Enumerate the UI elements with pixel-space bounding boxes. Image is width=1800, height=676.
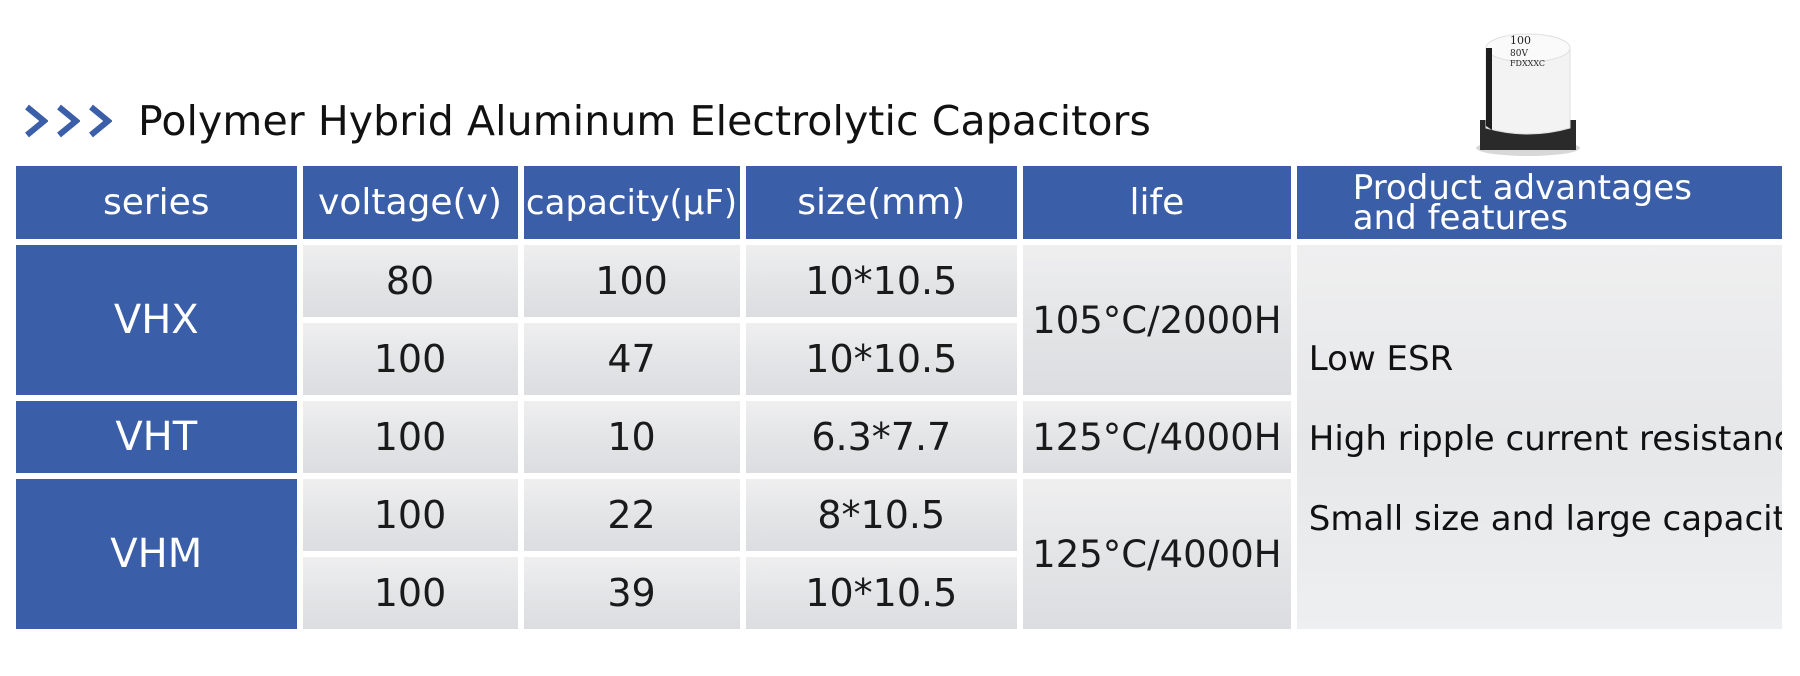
voltage-cell: 100 (302, 323, 518, 395)
voltage-cell: 80 (302, 245, 518, 317)
table-row: 100 39 10*10.5 (16, 557, 1782, 629)
series-cell: VHX (16, 245, 297, 395)
table-row: 100 47 10*10.5 (16, 323, 1782, 395)
life-cell: 125°C/4000H (1022, 479, 1291, 629)
header-advantages: Product advantages and features (1296, 166, 1782, 239)
voltage-cell: 100 (302, 479, 518, 551)
chevron-right-icon (89, 104, 112, 138)
header-life: life (1022, 166, 1291, 239)
size-cell: 10*10.5 (745, 245, 1017, 317)
header-advantages-line: and features (1352, 197, 1569, 238)
size-cell: 6.3*7.7 (745, 401, 1017, 473)
advantages-list: Low ESR High ripple current resistance S… (1297, 245, 1782, 579)
header-advantages-line: Product advantages (1352, 167, 1692, 208)
table-row: VHT 100 10 6.3*7.7 125°C/4000H (16, 401, 1782, 473)
voltage-cell: 100 (302, 557, 518, 629)
size-cell: 10*10.5 (745, 323, 1017, 395)
advantage-item: Small size and large capacity (1308, 499, 1782, 539)
capacity-cell: 100 (523, 245, 740, 317)
voltage-cell: 100 (302, 401, 518, 473)
table-row: VHM 100 22 8*10.5 125°C/4000H (16, 479, 1782, 629)
chevron-right-icon (25, 104, 48, 138)
capacity-cell: 10 (523, 401, 740, 473)
series-cell: VHT (16, 401, 297, 473)
capacity-cell: 39 (523, 557, 740, 629)
header-size: size(mm) (745, 166, 1017, 239)
series-cell: VHM (16, 479, 297, 629)
capacitor-marking: 80V (1510, 49, 1528, 59)
size-cell: 10*10.5 (745, 557, 1017, 629)
capacitor-product-image: 100 80V FDXXXC (1476, 33, 1580, 156)
table-row: VHX 80 100 10*10.5 105°C/2000H Low ESR H… (16, 245, 1782, 629)
capacitor-marking: 100 (1510, 34, 1531, 47)
header-voltage: voltage(v) (302, 166, 518, 239)
advantage-item: High ripple current resistance (1308, 419, 1782, 459)
header-capacity: capacity(μF) (523, 166, 740, 239)
page-title: Polymer Hybrid Aluminum Electrolytic Cap… (138, 97, 1151, 145)
capacity-cell: 22 (523, 479, 740, 551)
chevron-group (24, 104, 112, 138)
advantage-item: Low ESR (1308, 339, 1454, 379)
header-series: series (16, 166, 297, 239)
advantages-cell: Low ESR High ripple current resistance S… (1296, 245, 1782, 629)
table-header-row: series voltage(v) capacity(μF) size(mm) … (16, 166, 1782, 239)
capacitor-marking: FDXXXC (1510, 59, 1545, 68)
size-cell: 8*10.5 (745, 479, 1017, 551)
capacity-cell: 47 (523, 323, 740, 395)
life-cell: 105°C/2000H (1022, 245, 1291, 395)
chevron-right-icon (57, 104, 80, 138)
life-cell: 125°C/4000H (1022, 401, 1291, 473)
page-header: Polymer Hybrid Aluminum Electrolytic Cap… (24, 86, 1151, 156)
capacitor-spec-table: series voltage(v) capacity(μF) size(mm) … (10, 160, 1788, 635)
